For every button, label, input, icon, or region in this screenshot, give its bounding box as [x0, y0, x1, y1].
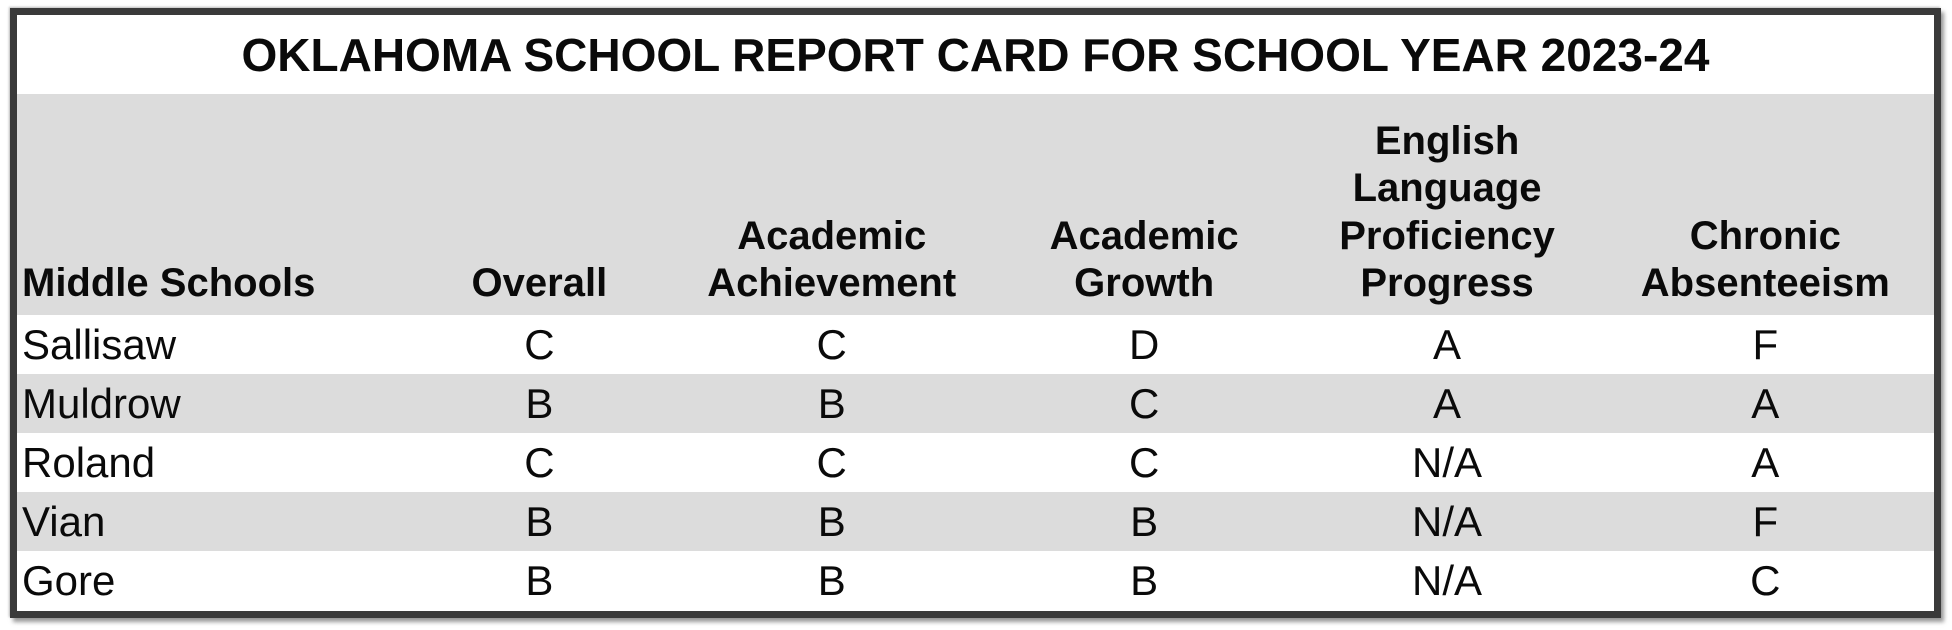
school-name-cell: Vian	[22, 497, 106, 545]
school-name-cell: Sallisaw	[22, 320, 177, 368]
grade-cell: N/A	[1412, 556, 1483, 604]
grade-cell: N/A	[1412, 438, 1483, 486]
grade-cell: B	[525, 497, 554, 545]
grade-cell: B	[525, 556, 554, 604]
report-card-table: Middle Schools Overall Academic Achievem…	[17, 94, 1934, 610]
grade-cell: A	[1433, 379, 1462, 427]
grade-cell: C	[1129, 379, 1160, 427]
column-header-middle-schools: Middle Schools	[17, 94, 407, 315]
grade-cell: C	[816, 438, 847, 486]
table-row: Muldrow B B C A A	[17, 374, 1934, 433]
grade-cell: B	[1130, 556, 1159, 604]
header-row: Middle Schools Overall Academic Achievem…	[17, 94, 1934, 315]
table-row: Vian B B B N/A F	[17, 492, 1934, 551]
grade-cell: C	[816, 320, 847, 368]
column-header-academic-achievement: Academic Achievement	[672, 94, 991, 315]
grade-cell: B	[817, 379, 846, 427]
grade-cell: C	[524, 320, 555, 368]
column-header-english-language-proficiency-progress: English Language Proficiency Progress	[1297, 94, 1597, 315]
grade-cell: F	[1752, 497, 1779, 545]
school-name-cell: Gore	[22, 556, 116, 604]
table-row: Gore B B B N/A C	[17, 551, 1934, 610]
school-name-cell: Muldrow	[22, 379, 181, 427]
grade-cell: A	[1751, 379, 1780, 427]
page-title: OKLAHOMA SCHOOL REPORT CARD FOR SCHOOL Y…	[17, 15, 1934, 94]
column-header-chronic-absenteeism: Chronic Absenteeism	[1596, 94, 1934, 315]
grade-cell: C	[524, 438, 555, 486]
grade-cell: D	[1129, 320, 1160, 368]
report-card-panel: OKLAHOMA SCHOOL REPORT CARD FOR SCHOOL Y…	[10, 8, 1941, 618]
school-name-cell: Roland	[22, 438, 156, 486]
grade-cell: C	[1129, 438, 1160, 486]
grade-cell: A	[1751, 438, 1780, 486]
grade-cell: F	[1752, 320, 1779, 368]
table-row: Roland C C C N/A A	[17, 433, 1934, 492]
grade-cell: B	[817, 556, 846, 604]
grade-cell: B	[525, 379, 554, 427]
column-header-academic-growth: Academic Growth	[990, 94, 1298, 315]
grade-cell: B	[817, 497, 846, 545]
grade-cell: A	[1433, 320, 1462, 368]
column-header-overall: Overall	[406, 94, 673, 315]
table-row: Sallisaw C C D A F	[17, 315, 1934, 374]
grade-cell: C	[1750, 556, 1781, 604]
grade-cell: B	[1130, 497, 1159, 545]
grade-cell: N/A	[1412, 497, 1483, 545]
